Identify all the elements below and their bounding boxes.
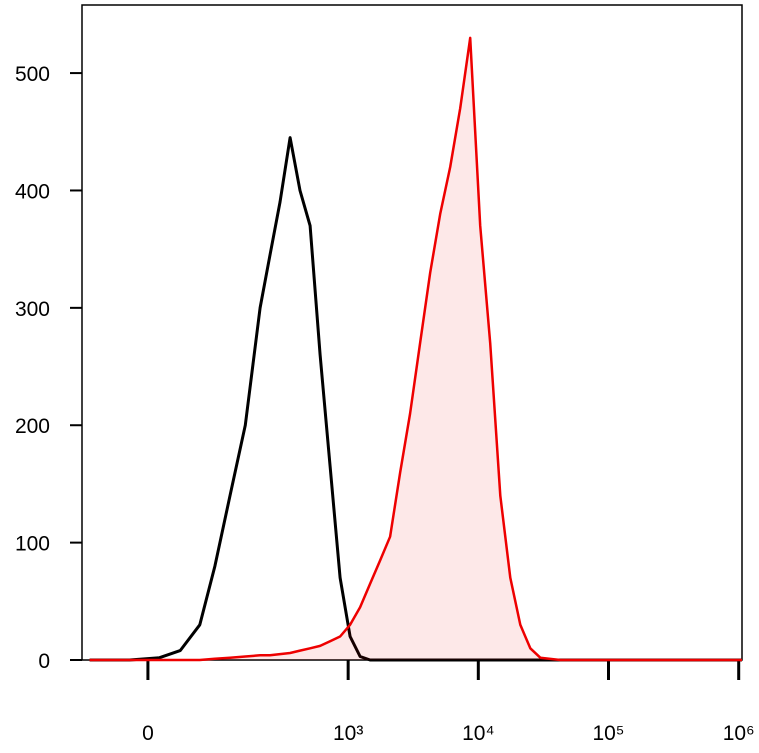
y-tick-label: 500 bbox=[15, 63, 50, 86]
x-tick-label: 10⁵ bbox=[592, 722, 624, 745]
y-tick-label: 400 bbox=[15, 180, 50, 203]
x-tick-label: 10⁴ bbox=[462, 722, 494, 745]
x-tick-label: 10³ bbox=[333, 722, 363, 745]
y-tick-label: 100 bbox=[15, 533, 50, 556]
series-line bbox=[89, 136, 742, 662]
x-tick-label: 10⁶ bbox=[723, 722, 755, 745]
y-tick-label: 200 bbox=[15, 415, 50, 438]
series-line bbox=[89, 36, 742, 662]
x-tick-label: 0 bbox=[142, 722, 154, 745]
y-tick-label: 300 bbox=[15, 298, 50, 321]
series-area bbox=[89, 37, 742, 660]
y-tick-label: 0 bbox=[38, 650, 50, 673]
